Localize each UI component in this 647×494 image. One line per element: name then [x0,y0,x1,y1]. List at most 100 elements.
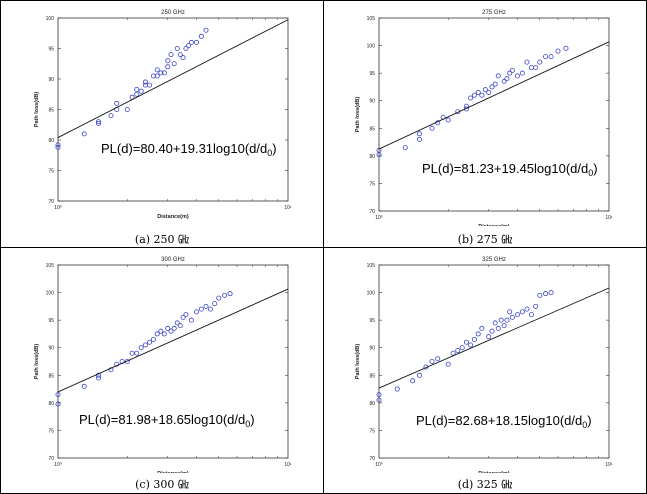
data-point [134,91,140,97]
data-point [150,73,156,79]
x-tick-label: 10⁰ [54,205,62,211]
data-point [124,107,130,113]
data-point [468,95,474,101]
data-point [96,119,102,125]
y-tick-label: 80 [48,138,54,144]
caption-d: (d) 325 ㎓ [457,478,513,491]
data-point [81,131,87,137]
x-tick-label: 10⁰ [375,462,383,468]
data-point [475,89,481,95]
data-point [495,325,501,331]
fit-equation: PL(d)=80.40+19.31log10(d/d0) [101,141,277,158]
y-tick-label: 75 [369,428,375,434]
data-point [479,325,485,331]
data-point [108,113,114,119]
y-tick-label: 70 [48,199,54,205]
y-tick-label: 75 [48,169,54,175]
data-point [55,144,61,150]
data-point [543,291,549,297]
panel-b: 275 GHz 70 75 80 85 90 95 100 105 10⁰ 10¹ Distance(… [323,0,647,248]
data-point [524,59,530,65]
data-point [174,320,180,326]
chart-title: 325 GHz [482,257,506,263]
data-point [161,331,167,337]
data-point [177,323,183,329]
y-axis-label: Path loss(dB) [355,344,361,380]
data-point [507,309,513,315]
data-point [459,345,465,351]
data-point [486,89,492,95]
y-tick-label: 90 [369,99,375,105]
x-tick-label: 10¹ [284,205,292,211]
y-tick-label: 90 [48,77,54,83]
data-point [158,70,164,76]
data-point [165,64,171,70]
data-point [455,347,461,353]
data-point [183,312,189,318]
fit-line [378,41,610,150]
y-tick-label: 95 [48,318,54,324]
data-point [165,325,171,331]
chart-325ghz: 325 GHz 70 75 80 85 90 95 100 105 10⁰ 10¹ Distance(… [355,257,613,473]
data-point [519,70,525,76]
data-point [548,290,554,296]
data-point [177,52,183,58]
y-tick-label: 90 [48,346,54,352]
data-point [471,336,477,342]
caption-a: (a) 250 ㎓ [134,233,190,246]
data-point [154,73,160,79]
y-tick-label: 100 [46,16,55,22]
caption-b: (b) 275 ㎓ [457,233,513,246]
data-point [492,320,498,326]
data-point [376,392,382,398]
data-point [463,339,469,345]
data-point [501,78,507,84]
y-tick-label: 105 [367,16,376,22]
data-point [394,386,400,392]
y-tick-label: 100 [367,44,376,50]
y-tick-label: 80 [48,401,54,407]
data-point [537,59,543,65]
data-point [495,73,501,79]
x-axis-label: Distance(m) [478,224,510,226]
data-point [504,317,510,323]
y-tick-label: 70 [48,456,54,462]
y-tick-label: 85 [48,373,54,379]
chart-title: 275 GHz [482,10,506,16]
data-point [417,136,423,142]
panel-a: 250 GHz 70 75 80 85 90 95 100 10⁰ 10¹ Distance(m) P… [0,0,324,248]
data-point [492,81,498,87]
chart-title: 250 GHz [161,10,185,16]
y-axis-label: Path loss(dB) [355,97,361,133]
data-point [475,331,481,337]
data-point [543,54,549,60]
data-point [158,328,164,334]
data-point [212,301,218,307]
data-point [171,61,177,67]
data-point [376,397,382,403]
data-point [188,317,194,323]
data-point [186,42,192,48]
data-point [509,67,515,73]
data-point [429,359,435,365]
y-tick-label: 95 [369,71,375,77]
data-point [216,295,222,301]
data-point [142,79,148,85]
data-point [501,323,507,329]
data-point [134,350,140,356]
data-point [114,100,120,106]
fit-equation: PL(d)=81.23+19.45log10(d/d0) [422,161,598,178]
data-point [417,372,423,378]
data-point [514,312,520,318]
y-tick-label: 95 [48,47,54,53]
x-tick-label: 10¹ [605,215,613,221]
data-point [154,331,160,337]
data-point [96,121,102,127]
x-tick-label: 10⁰ [375,215,383,221]
data-point [55,401,61,407]
y-tick-label: 90 [369,346,375,352]
plot-area [378,264,610,459]
data-point [161,70,167,76]
y-tick-label: 85 [48,108,54,114]
y-tick-label: 80 [369,401,375,407]
